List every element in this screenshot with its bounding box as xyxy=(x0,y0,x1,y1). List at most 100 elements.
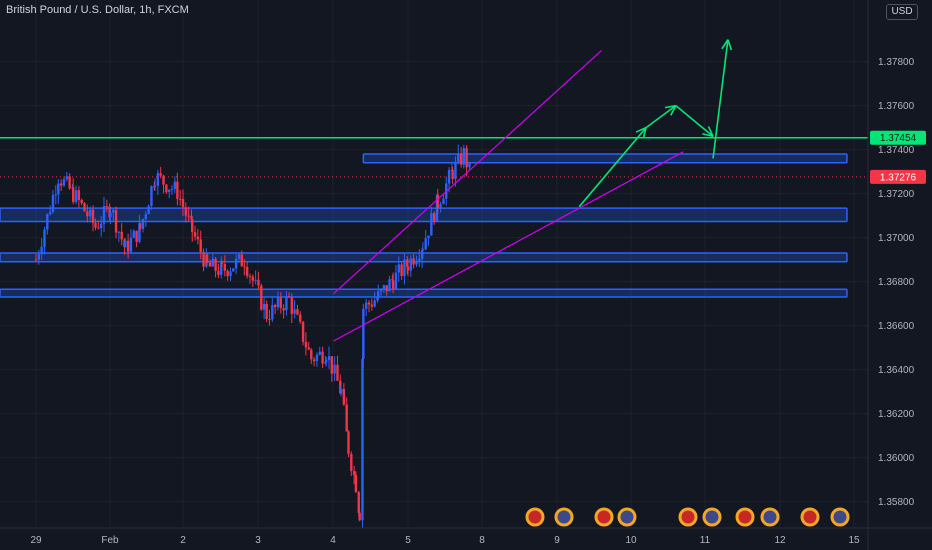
candle-body xyxy=(43,229,46,247)
candle-body xyxy=(352,470,356,475)
candle-body xyxy=(362,308,365,359)
candle-body xyxy=(394,272,398,289)
candle-body xyxy=(237,254,241,259)
event-flag-inner xyxy=(528,510,542,524)
projection-arrow-shaft[interactable] xyxy=(675,104,714,138)
candle-body xyxy=(132,230,135,238)
candle-body xyxy=(260,285,263,310)
price-tick-label: 1.37200 xyxy=(878,189,915,200)
candle-body xyxy=(412,258,415,265)
time-tick-label: 11 xyxy=(700,535,711,546)
candle-body xyxy=(191,219,194,233)
candle-body xyxy=(112,210,115,213)
candle-body xyxy=(159,173,162,176)
candle-body xyxy=(293,309,296,314)
candle-body xyxy=(178,198,182,200)
event-flag-inner xyxy=(705,510,719,524)
projection-arrow-head xyxy=(642,127,647,139)
candle-body xyxy=(220,262,223,275)
candle-body xyxy=(409,258,413,271)
candle-body xyxy=(245,266,249,276)
currency-selector[interactable]: USD xyxy=(886,4,918,20)
channel-upper-line[interactable] xyxy=(333,50,602,295)
candle-body xyxy=(285,296,288,311)
candle-body xyxy=(427,235,430,239)
candle-body xyxy=(424,238,427,250)
candle-body xyxy=(77,190,81,200)
candle-body xyxy=(388,279,391,292)
candle-body xyxy=(336,364,339,381)
candle-body xyxy=(51,194,55,212)
candle-body xyxy=(62,179,66,186)
candle-body xyxy=(367,302,371,305)
demand-zone-box[interactable] xyxy=(0,207,848,223)
candle-body xyxy=(318,351,321,355)
candle-body xyxy=(251,276,255,281)
candle-body xyxy=(312,359,316,362)
candle-body xyxy=(430,213,433,236)
event-flag-inner xyxy=(620,510,634,524)
candle-body xyxy=(156,173,160,186)
price-axis[interactable]: 1.37800 1.37600 1.37400 1.37200 1.37000 1.368… xyxy=(878,57,915,508)
projection-arrow-head xyxy=(707,126,714,137)
candle-body xyxy=(357,492,360,513)
symbol-title[interactable]: British Pound / U.S. Dollar, 1h, FXCM xyxy=(6,4,189,16)
candle-body xyxy=(141,218,145,229)
candle-body xyxy=(459,153,463,165)
candle-body xyxy=(59,183,63,186)
candle-body xyxy=(276,297,280,308)
price-tick-label: 1.35800 xyxy=(878,497,915,508)
candle-body xyxy=(415,260,418,265)
channel-lower-line[interactable] xyxy=(333,151,684,342)
demand-zone-box[interactable] xyxy=(0,288,848,298)
projection-arrow-shaft[interactable] xyxy=(712,39,729,159)
event-flag-inner xyxy=(597,510,611,524)
candle-body xyxy=(296,309,299,315)
candle-body xyxy=(214,258,217,271)
candle-body xyxy=(48,211,52,215)
price-tick-label: 1.37600 xyxy=(878,101,915,112)
demand-zone-box[interactable] xyxy=(0,252,848,263)
time-tick-label: 9 xyxy=(554,535,560,546)
candle-body xyxy=(379,289,383,292)
candle-body xyxy=(324,360,328,363)
candle-body xyxy=(170,188,174,190)
candle-body xyxy=(282,308,285,311)
demand-zone-box[interactable] xyxy=(362,153,848,164)
candle-body xyxy=(290,297,293,314)
candle-body xyxy=(403,259,406,276)
time-tick-label: 12 xyxy=(774,535,786,546)
projection-arrow-shaft[interactable] xyxy=(645,104,677,129)
candle-body xyxy=(364,302,368,309)
price-tick-label: 1.36600 xyxy=(878,321,915,332)
candle-body xyxy=(262,303,266,310)
candle-body xyxy=(144,214,148,219)
candle-body xyxy=(240,254,243,267)
time-tick-label: 8 xyxy=(479,535,485,546)
projection-arrow-shaft[interactable] xyxy=(578,127,647,208)
projection-arrow-head xyxy=(721,39,729,50)
candle-body xyxy=(243,266,246,268)
candle-body xyxy=(254,279,257,281)
event-flag-inner xyxy=(738,510,752,524)
candle-body xyxy=(37,254,41,260)
candle-body xyxy=(339,380,342,394)
candle-body xyxy=(176,181,179,199)
candle-body xyxy=(80,199,83,204)
chart-grid xyxy=(0,0,868,528)
trend-drawings[interactable] xyxy=(0,39,868,342)
candle-body xyxy=(205,254,209,263)
candle-body xyxy=(299,314,302,322)
candle-body xyxy=(391,279,394,281)
candle-body xyxy=(86,211,89,217)
candle-body xyxy=(124,240,127,248)
candle-body xyxy=(162,175,165,185)
time-axis[interactable]: 29 Feb 2 3 4 5 8 9 10 11 12 15 xyxy=(30,535,860,546)
candle-body xyxy=(105,206,109,208)
candle-body xyxy=(202,252,205,267)
candle-body xyxy=(57,183,60,195)
support-resistance-zones[interactable] xyxy=(0,153,848,298)
candle-body xyxy=(420,250,424,259)
economic-event-markers[interactable] xyxy=(525,507,850,527)
